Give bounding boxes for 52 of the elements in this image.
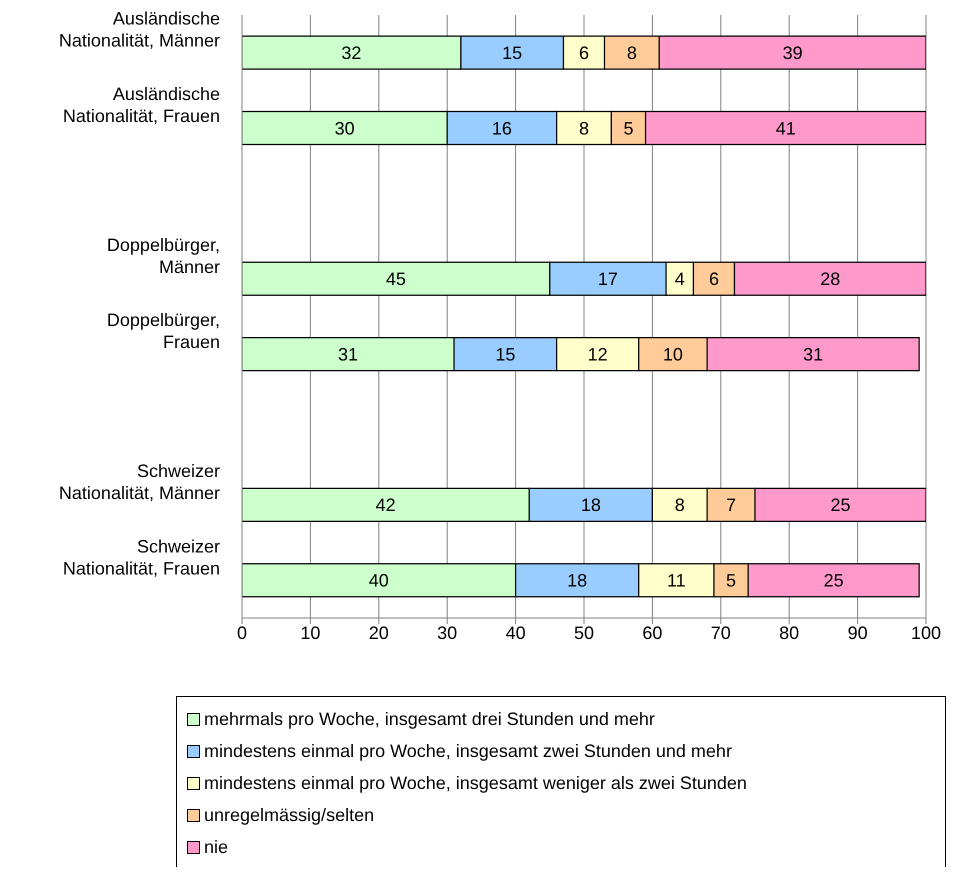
data-label: 31 <box>803 344 824 364</box>
data-label: 8 <box>626 42 637 63</box>
data-label: 42 <box>376 495 396 516</box>
x-tick-label: 20 <box>368 622 389 643</box>
data-label: 5 <box>623 118 634 138</box>
data-label: 18 <box>567 570 588 591</box>
data-label: 8 <box>578 118 590 138</box>
x-tick-label: 100 <box>910 622 942 643</box>
data-label: 15 <box>495 344 516 364</box>
data-label: 30 <box>334 118 355 138</box>
y-tick-label: Doppelbürger, Männer <box>106 234 220 277</box>
legend-label: nie <box>204 836 228 858</box>
x-tick-label: 30 <box>437 622 458 643</box>
data-label: 39 <box>782 42 803 63</box>
x-tick-label: 50 <box>574 622 594 643</box>
data-label: 31 <box>338 344 358 364</box>
legend-label: mehrmals pro Woche, insgesamt drei Stunden und mehr <box>204 708 655 730</box>
y-tick-label: Schweizer Nationalität, Männer <box>58 460 220 503</box>
data-label: 11 <box>666 570 686 591</box>
x-tick-label: 10 <box>300 622 320 643</box>
x-tick-label: 60 <box>642 622 662 643</box>
data-label: 16 <box>492 118 512 138</box>
data-label: 8 <box>674 495 685 516</box>
data-label: 25 <box>824 570 844 591</box>
data-label: 12 <box>588 344 608 364</box>
data-label: 6 <box>708 269 719 290</box>
y-tick-label: Ausländische Nationalität, Frauen <box>62 84 220 126</box>
data-label: 7 <box>726 495 736 516</box>
x-tick-label: 70 <box>710 622 731 643</box>
data-label: 25 <box>830 495 851 516</box>
data-label: 28 <box>820 269 840 290</box>
data-label: 15 <box>502 42 522 63</box>
x-tick-label: 40 <box>506 622 526 643</box>
data-label: 32 <box>341 42 362 63</box>
x-tick-label: 90 <box>848 622 868 643</box>
y-tick-label: Ausländische Nationalität, Männer <box>58 8 220 51</box>
data-label: 41 <box>776 118 796 138</box>
y-tick-label: Schweizer Nationalität, Frauen <box>62 536 220 578</box>
data-label: 40 <box>368 570 389 591</box>
x-tick-label: 0 <box>236 622 248 643</box>
data-label: 10 <box>662 344 683 364</box>
y-tick-label: Doppelbürger, Frauen <box>106 310 220 352</box>
data-label: 5 <box>726 570 736 591</box>
x-tick-label: 80 <box>779 622 800 643</box>
data-label: 17 <box>598 269 618 290</box>
legend-label: mindestens einmal pro Woche, insgesamt zwei Stunden und mehr <box>204 740 732 762</box>
data-label: 6 <box>578 42 590 63</box>
legend-label: mindestens einmal pro Woche, insgesamt weniger als zwei Stunden <box>204 772 747 794</box>
data-label: 18 <box>580 495 601 516</box>
data-label: 45 <box>386 269 406 290</box>
legend-label: unregelmässig/selten <box>204 804 374 826</box>
data-label: 4 <box>674 269 685 290</box>
